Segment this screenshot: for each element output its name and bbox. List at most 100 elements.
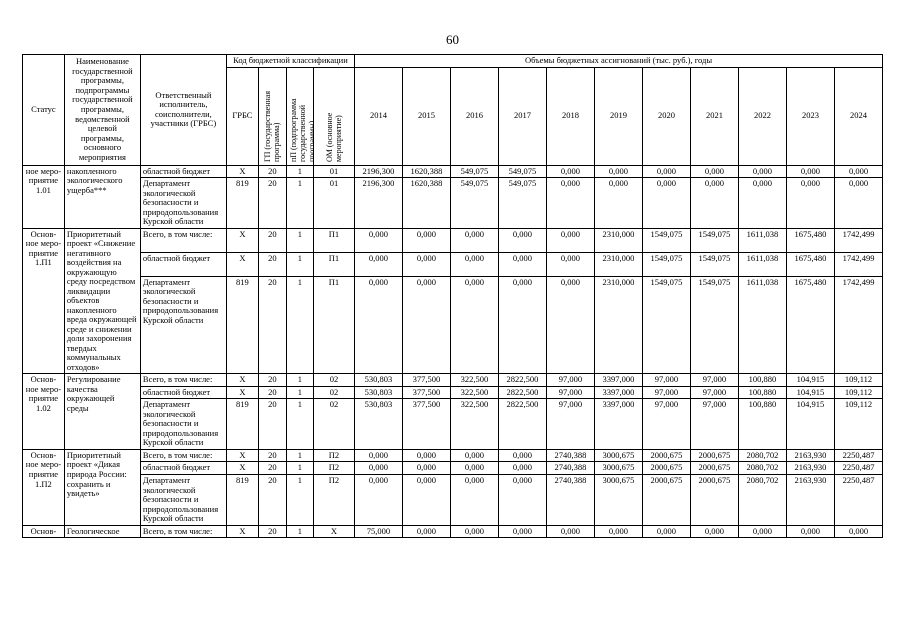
value-cell: 100,880 xyxy=(737,373,787,387)
value-cell: 0,000 xyxy=(401,473,451,526)
executor-cell: Всего, в том числе: xyxy=(139,227,227,253)
value-cell: 3000,675 xyxy=(593,473,643,526)
code-cell: 1 xyxy=(285,177,314,229)
value-cell: 2822,500 xyxy=(497,373,547,387)
value-cell: 377,500 xyxy=(401,373,451,387)
table-row: Департамент экологической безопасности и… xyxy=(22,398,884,450)
table-row: Основ-ное меро-приятие 1.П2 Приоритетный … xyxy=(21,448,884,526)
value-cell: 97,000 xyxy=(545,373,595,387)
value-cell: 530,803 xyxy=(353,385,403,400)
executor-cell: Всего, в том числе: xyxy=(139,524,227,539)
value-cell: 0,000 xyxy=(785,177,835,229)
value-cell: 0,000 xyxy=(449,275,499,375)
value-cell: 97,000 xyxy=(641,385,691,400)
table-row: Основ-ное меро-приятие 1.П1 Приоритетный … xyxy=(21,227,884,375)
value-cell: 1675,480 xyxy=(785,227,835,253)
value-cell: 2740,388 xyxy=(545,473,595,526)
header-row-1: Статус Наименование государственной прог… xyxy=(21,54,884,166)
value-cell: 0,000 xyxy=(545,177,595,229)
code-cell: 20 xyxy=(257,251,287,277)
value-cell: 2250,487 xyxy=(833,461,884,475)
status-cell: Основ- xyxy=(21,524,65,539)
value-cell: 0,000 xyxy=(737,164,787,179)
header-row-2: ГРБС ГП (государственная программа) пП (… xyxy=(22,66,884,166)
value-cell: 2740,388 xyxy=(545,461,595,475)
code-cell: 02 xyxy=(312,373,355,387)
value-cell: 100,880 xyxy=(737,385,787,400)
code-cell: 1 xyxy=(285,473,314,526)
header-year: 2016 xyxy=(449,66,499,166)
code-cell: 20 xyxy=(257,227,287,253)
value-cell: 0,000 xyxy=(785,164,835,179)
value-cell: 1620,388 xyxy=(401,164,451,179)
value-cell: 3000,675 xyxy=(593,448,643,463)
value-cell: 2080,702 xyxy=(737,448,787,463)
header-year: 2021 xyxy=(689,66,739,166)
value-cell: 1549,075 xyxy=(689,251,739,277)
header-year: 2022 xyxy=(737,66,787,166)
executor-cell: Всего, в том числе: xyxy=(139,373,227,387)
value-cell: 0,000 xyxy=(497,461,547,475)
code-cell: П1 xyxy=(312,275,355,375)
header-pp-label: пП (подпрограмма государственной програм… xyxy=(288,98,314,163)
value-cell: 377,500 xyxy=(401,385,451,400)
value-cell: 2822,500 xyxy=(497,398,547,450)
code-cell: 1 xyxy=(285,227,314,253)
status-cell: Основ-ное меро-приятие 1.П2 xyxy=(21,448,65,526)
status-cell: ное меро-приятие 1.01 xyxy=(21,164,65,229)
value-cell: 0,000 xyxy=(833,177,884,229)
value-cell: 1549,075 xyxy=(641,227,691,253)
value-cell: 1549,075 xyxy=(641,275,691,375)
code-cell: X xyxy=(225,251,259,277)
name-cell: Регулирование качества окружающей среды xyxy=(63,373,141,450)
value-cell: 1620,388 xyxy=(401,177,451,229)
value-cell: 0,000 xyxy=(449,227,499,253)
name-cell: Приоритетный проект «Снижение негативног… xyxy=(63,227,141,375)
value-cell: 2822,500 xyxy=(497,385,547,400)
value-cell: 0,000 xyxy=(545,251,595,277)
value-cell: 97,000 xyxy=(545,385,595,400)
value-cell: 0,000 xyxy=(497,227,547,253)
value-cell: 0,000 xyxy=(353,448,403,463)
header-year: 2019 xyxy=(593,66,643,166)
executor-cell: Департамент экологической безопасности и… xyxy=(139,177,227,229)
table-header: Статус Наименование государственной прог… xyxy=(21,54,884,166)
code-cell: X xyxy=(225,373,259,387)
header-year: 2014 xyxy=(353,66,403,166)
value-cell: 75,000 xyxy=(353,524,403,539)
value-cell: 1611,038 xyxy=(737,251,787,277)
value-cell: 97,000 xyxy=(641,373,691,387)
value-cell: 2000,675 xyxy=(641,473,691,526)
value-cell: 0,000 xyxy=(593,524,643,539)
value-cell: 0,000 xyxy=(737,177,787,229)
executor-cell: областной бюджет xyxy=(139,385,227,400)
value-cell: 0,000 xyxy=(449,473,499,526)
header-year: 2023 xyxy=(785,66,835,166)
header-year: 2024 xyxy=(833,66,884,166)
value-cell: 97,000 xyxy=(689,373,739,387)
value-cell: 2250,487 xyxy=(833,448,884,463)
code-cell: 01 xyxy=(312,164,355,179)
header-om: ОМ (основное мероприятие) xyxy=(312,66,355,166)
header-year: 2015 xyxy=(401,66,451,166)
code-cell: 20 xyxy=(257,164,287,179)
header-gp-label: ГП (государственная программа) xyxy=(263,90,282,163)
value-cell: 0,000 xyxy=(353,251,403,277)
code-cell: 1 xyxy=(285,398,314,450)
value-cell: 0,000 xyxy=(545,275,595,375)
value-cell: 2000,675 xyxy=(689,448,739,463)
budget-table: Статус Наименование государственной прог… xyxy=(21,54,884,539)
value-cell: 2310,000 xyxy=(593,275,643,375)
code-cell: X xyxy=(225,448,259,463)
value-cell: 104,915 xyxy=(785,373,835,387)
header-pp: пП (подпрограмма государственной програм… xyxy=(285,66,314,166)
value-cell: 0,000 xyxy=(689,164,739,179)
value-cell: 104,915 xyxy=(785,385,835,400)
code-cell: 20 xyxy=(257,177,287,229)
code-cell: 20 xyxy=(257,373,287,387)
executor-cell: Департамент экологической безопасности и… xyxy=(139,473,227,526)
executor-cell: областной бюджет xyxy=(139,461,227,475)
value-cell: 0,000 xyxy=(785,524,835,539)
value-cell: 322,500 xyxy=(449,385,499,400)
value-cell: 322,500 xyxy=(449,398,499,450)
